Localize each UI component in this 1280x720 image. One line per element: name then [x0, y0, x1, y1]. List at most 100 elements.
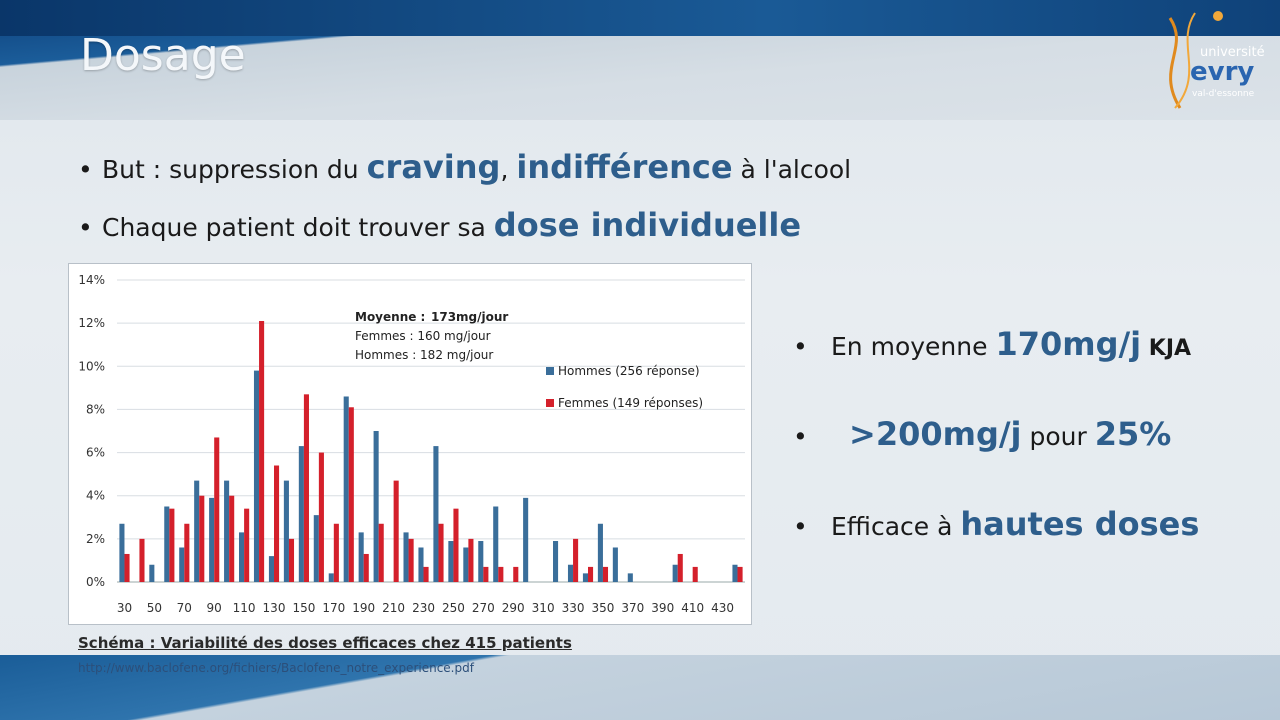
x-tick-label: 370 [621, 601, 644, 615]
bullet-average: • En moyenne 170mg/j KJA [793, 325, 1192, 363]
university-logo: université evry val-d'essonne [1168, 11, 1265, 109]
bar-femmes-290 [513, 566, 519, 582]
bar-hommes-280 [493, 506, 499, 582]
x-tick-label: 410 [681, 601, 704, 615]
bar-femmes-170 [333, 523, 339, 582]
bullet-goal: • But : suppression du craving, indiffére… [78, 148, 852, 186]
bar-hommes-160 [313, 515, 319, 582]
bar-hommes-120 [253, 370, 260, 582]
y-tick-label: 8% [86, 402, 105, 416]
x-tick-label: 150 [292, 601, 315, 615]
bar-hommes-60 [164, 506, 170, 582]
bullet-goal-end: à l'alcool [732, 155, 852, 184]
bar-femmes-270 [483, 566, 489, 582]
bar-hommes-250 [448, 541, 454, 582]
bar-femmes-90 [214, 437, 220, 582]
bullet-high-doses-text: Efficace à [831, 512, 961, 541]
dose-chart-svg: 0% 2% 4% 6% 8% 10% 12% 14% 30 50 70 90 110 130 150 170… [78, 273, 745, 615]
chart-y-tick-labels: 0% 2% 4% 6% 8% 10% 12% 14% [78, 273, 105, 589]
dose-chart: 0% 2% 4% 6% 8% 10% 12% 14% 30 50 70 90 110 130 150 170… [68, 263, 752, 625]
footer-band [0, 655, 1280, 720]
x-tick-label: 290 [502, 601, 525, 615]
y-tick-label: 10% [78, 359, 105, 373]
bullet-200: • >200mg/j pour 25% [793, 415, 1172, 453]
bar-femmes-140 [288, 538, 295, 582]
source-link[interactable]: http://www.baclofene.org/fichiers/Baclof… [78, 661, 474, 675]
bar-hommes-330 [567, 564, 574, 582]
highlight-25-percent: 25% [1094, 415, 1172, 453]
bar-femmes-410 [692, 566, 698, 582]
bar-femmes-180 [348, 407, 354, 582]
x-tick-label: 250 [442, 601, 465, 615]
bar-femmes-30 [124, 553, 130, 582]
bar-hommes-300 [523, 497, 529, 582]
chart-legend: Hommes (256 réponse) Femmes (149 réponse… [546, 364, 703, 410]
x-tick-label: 30 [117, 601, 132, 615]
y-tick-label: 6% [86, 446, 105, 460]
bar-femmes-440 [737, 566, 743, 582]
bar-femmes-100 [229, 495, 235, 582]
bar-femmes-400 [677, 553, 683, 582]
x-tick-label: 210 [382, 601, 405, 615]
bar-femmes-250 [453, 508, 459, 582]
bullet-200-text: pour [1021, 422, 1095, 451]
bar-hommes-270 [478, 541, 484, 582]
y-tick-label: 2% [86, 532, 105, 546]
bar-femmes-330 [573, 538, 579, 582]
bar-femmes-280 [498, 566, 504, 582]
chart-bars [119, 320, 743, 582]
highlight-dose-individuelle: dose individuelle [493, 206, 802, 244]
bar-femmes-70 [184, 523, 190, 582]
x-tick-label: 90 [207, 601, 222, 615]
bar-femmes-350 [602, 566, 609, 582]
bullet-goal-text: But : suppression du [102, 155, 367, 184]
bullet-goal-sep: , [500, 155, 517, 184]
x-tick-label: 190 [352, 601, 375, 615]
bar-femmes-230 [423, 566, 429, 582]
logo-text-2: evry [1190, 57, 1254, 87]
x-tick-label: 270 [472, 601, 495, 615]
x-tick-label: 50 [147, 601, 162, 615]
bar-femmes-240 [438, 523, 444, 582]
bar-hommes-130 [268, 556, 274, 582]
chart-caption: Schéma : Variabilité des doses efficaces… [78, 634, 572, 652]
bar-hommes-100 [224, 480, 230, 582]
x-tick-label: 130 [263, 601, 286, 615]
bar-hommes-240 [433, 446, 439, 582]
bar-femmes-80 [199, 495, 205, 582]
bar-femmes-110 [244, 508, 250, 582]
bar-femmes-260 [468, 538, 474, 582]
chart-grid [117, 279, 745, 583]
bar-hommes-190 [358, 532, 364, 582]
x-tick-label: 70 [177, 601, 192, 615]
bar-hommes-200 [373, 431, 379, 582]
bar-hommes-30 [119, 523, 125, 582]
bullet-average-source: KJA [1141, 336, 1192, 361]
bar-hommes-150 [298, 446, 304, 582]
highlight-200: >200mg/j [849, 415, 1022, 453]
bar-hommes-360 [612, 547, 618, 582]
legend-label-hommes: Hommes (256 réponse) [558, 364, 700, 378]
y-tick-label: 12% [78, 316, 105, 330]
logo-text-3: val-d'essonne [1192, 89, 1255, 99]
y-tick-label: 14% [78, 273, 105, 287]
bar-femmes-60 [169, 508, 175, 582]
bar-hommes-140 [283, 480, 289, 582]
bar-femmes-130 [274, 465, 280, 582]
bar-hommes-370 [627, 573, 633, 582]
bar-hommes-170 [328, 573, 334, 582]
legend-swatch-femmes [546, 399, 554, 407]
logo-text-1: université [1200, 45, 1265, 60]
annotation-mean-value: 173mg/jour [431, 310, 508, 324]
bar-femmes-200 [378, 523, 384, 582]
bar-hommes-260 [463, 547, 469, 582]
bar-hommes-440 [732, 564, 738, 582]
bar-hommes-340 [582, 573, 588, 582]
bar-femmes-160 [318, 452, 324, 582]
annotation-men: Hommes : 182 mg/jour [355, 348, 493, 362]
slide-title: Dosage [80, 30, 246, 81]
highlight-craving: craving [366, 148, 501, 186]
x-tick-label: 170 [322, 601, 345, 615]
highlight-hautes-doses: hautes doses [960, 505, 1200, 543]
chart-x-tick-labels: 30 50 70 90 110 130 150 170 190 210 230 250 270 290 31… [117, 601, 734, 615]
